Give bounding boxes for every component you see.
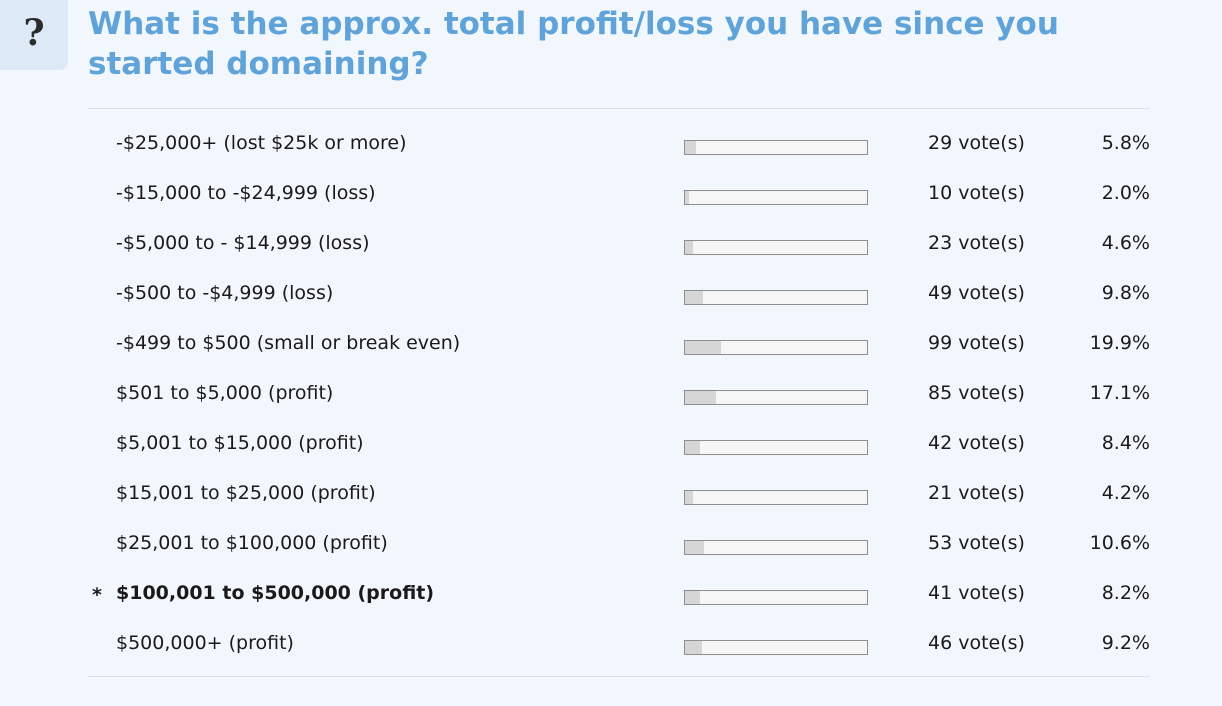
- option-label: $100,001 to $500,000 (profit): [116, 582, 435, 604]
- option-label: -$25,000+ (lost $25k or more): [116, 132, 407, 154]
- vote-percent: 2.0%: [1101, 182, 1150, 204]
- option-label: -$500 to -$4,999 (loss): [116, 282, 334, 304]
- vote-percent: 17.1%: [1089, 382, 1150, 404]
- divider-bottom: [88, 676, 1150, 677]
- poll-option: * $100,001 to $500,000 (profit) 41 vote(…: [88, 570, 1150, 620]
- vote-percent: 10.6%: [1089, 532, 1150, 554]
- result-bar-fill: [685, 191, 689, 204]
- poll-option: -$499 to $500 (small or break even) 99 v…: [88, 320, 1150, 370]
- option-label: $5,001 to $15,000 (profit): [116, 432, 364, 454]
- result-bar: [684, 190, 868, 205]
- vote-count: 49 vote(s): [928, 282, 1025, 304]
- result-bar-fill: [685, 641, 702, 654]
- vote-count: 41 vote(s): [928, 582, 1025, 604]
- poll-option: $15,001 to $25,000 (profit) 21 vote(s) 4…: [88, 470, 1150, 520]
- poll-option: -$5,000 to - $14,999 (loss) 23 vote(s) 4…: [88, 220, 1150, 270]
- result-bar-fill: [685, 391, 717, 404]
- result-bar-fill: [685, 441, 701, 454]
- vote-percent: 5.8%: [1101, 132, 1150, 154]
- vote-count: 29 vote(s): [928, 132, 1025, 154]
- poll-options-list: -$25,000+ (lost $25k or more) 29 vote(s)…: [88, 120, 1150, 670]
- vote-count: 46 vote(s): [928, 632, 1025, 654]
- vote-percent: 8.2%: [1101, 582, 1150, 604]
- poll-option: $5,001 to $15,000 (profit) 42 vote(s) 8.…: [88, 420, 1150, 470]
- option-label: -$15,000 to -$24,999 (loss): [116, 182, 376, 204]
- vote-percent: 4.6%: [1101, 232, 1150, 254]
- result-bar: [684, 440, 868, 455]
- result-bar: [684, 240, 868, 255]
- vote-count: 53 vote(s): [928, 532, 1025, 554]
- result-bar: [684, 640, 868, 655]
- result-bar-fill: [685, 541, 705, 554]
- vote-percent: 4.2%: [1101, 482, 1150, 504]
- vote-count: 21 vote(s): [928, 482, 1025, 504]
- poll-option: -$15,000 to -$24,999 (loss) 10 vote(s) 2…: [88, 170, 1150, 220]
- result-bar: [684, 490, 868, 505]
- result-bar-fill: [685, 291, 703, 304]
- vote-percent: 9.8%: [1101, 282, 1150, 304]
- vote-count: 85 vote(s): [928, 382, 1025, 404]
- divider-top: [88, 108, 1150, 109]
- poll-option: $500,000+ (profit) 46 vote(s) 9.2%: [88, 620, 1150, 670]
- result-bar-fill: [685, 341, 722, 354]
- poll-option: $501 to $5,000 (profit) 85 vote(s) 17.1%: [88, 370, 1150, 420]
- vote-count: 42 vote(s): [928, 432, 1025, 454]
- vote-percent: 9.2%: [1101, 632, 1150, 654]
- result-bar: [684, 140, 868, 155]
- option-label: -$499 to $500 (small or break even): [116, 332, 461, 354]
- option-label: $501 to $5,000 (profit): [116, 382, 334, 404]
- vote-percent: 19.9%: [1089, 332, 1150, 354]
- vote-count: 99 vote(s): [928, 332, 1025, 354]
- vote-count: 10 vote(s): [928, 182, 1025, 204]
- selected-marker: *: [92, 584, 102, 606]
- result-bar-fill: [685, 141, 696, 154]
- result-bar: [684, 390, 868, 405]
- result-bar-fill: [685, 591, 700, 604]
- result-bar-fill: [685, 491, 693, 504]
- option-label: $500,000+ (profit): [116, 632, 294, 654]
- option-label: $15,001 to $25,000 (profit): [116, 482, 376, 504]
- question-mark-icon: ?: [0, 0, 68, 70]
- result-bar: [684, 340, 868, 355]
- vote-count: 23 vote(s): [928, 232, 1025, 254]
- poll-option: -$500 to -$4,999 (loss) 49 vote(s) 9.8%: [88, 270, 1150, 320]
- poll-option: $25,001 to $100,000 (profit) 53 vote(s) …: [88, 520, 1150, 570]
- option-label: -$5,000 to - $14,999 (loss): [116, 232, 370, 254]
- poll-option: -$25,000+ (lost $25k or more) 29 vote(s)…: [88, 120, 1150, 170]
- result-bar-fill: [685, 241, 694, 254]
- result-bar: [684, 590, 868, 605]
- result-bar: [684, 290, 868, 305]
- vote-percent: 8.4%: [1101, 432, 1150, 454]
- option-label: $25,001 to $100,000 (profit): [116, 532, 388, 554]
- poll-question: What is the approx. total profit/loss yo…: [88, 6, 1059, 82]
- result-bar: [684, 540, 868, 555]
